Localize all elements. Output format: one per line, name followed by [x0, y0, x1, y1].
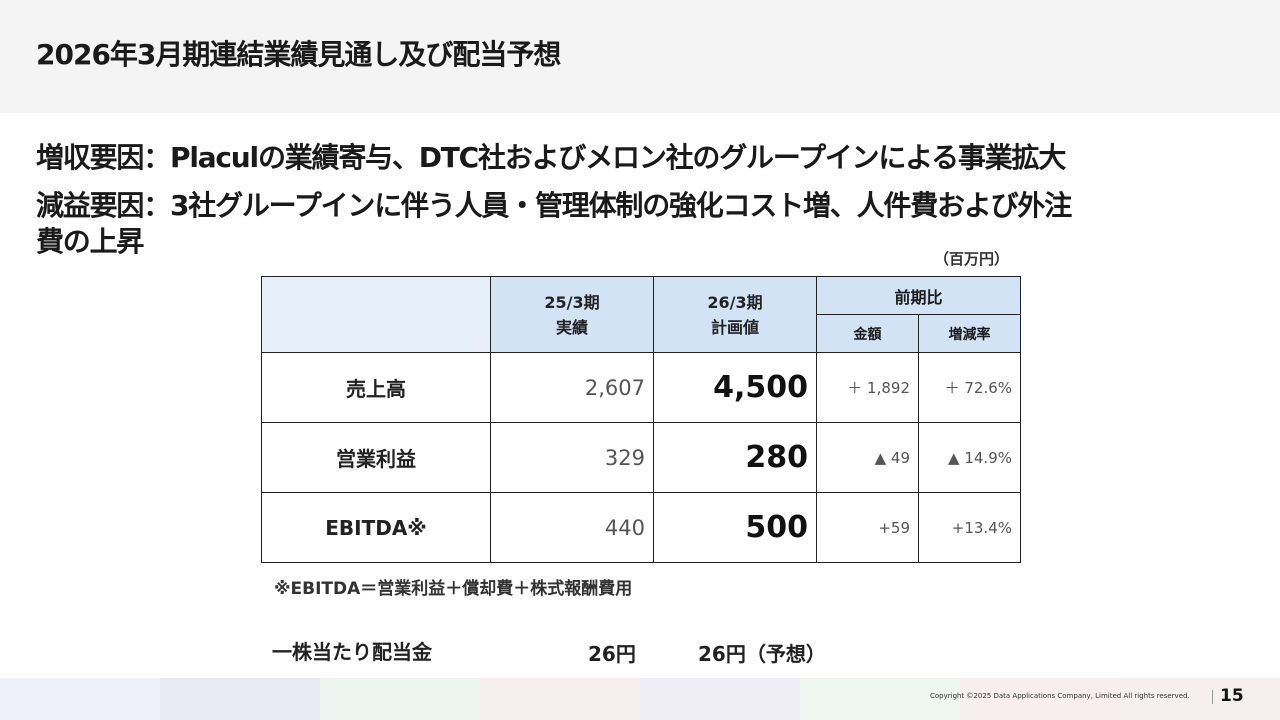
- row-plan-value: 4,500: [653, 352, 817, 423]
- row-amount-change: ▲ 49: [816, 422, 919, 493]
- footer-band-segment: [640, 678, 800, 720]
- footer-band-segment: [800, 678, 960, 720]
- table-corner-cell: [261, 276, 491, 353]
- dividend-label: 一株当たり配当金: [272, 640, 432, 664]
- row-label: 売上高: [261, 352, 491, 423]
- footer-band-segment: [160, 678, 320, 720]
- footer-color-band: [0, 678, 1280, 720]
- footer-band-segment: [960, 678, 1120, 720]
- page-number-divider: [1212, 690, 1213, 704]
- header-prev-year-period: 25/3期: [544, 292, 600, 312]
- footer-band-segment: [1120, 678, 1280, 720]
- header-prev-year-type: 実績: [555, 317, 588, 337]
- table-row: 売上高 2,607 4,500 ＋ 1,892 ＋ 72.6%: [261, 352, 1021, 423]
- unit-label: （百万円）: [934, 250, 1010, 268]
- table-row: 営業利益 329 280 ▲ 49 ▲ 14.9%: [261, 422, 1021, 493]
- row-label: 営業利益: [261, 422, 491, 493]
- header-amount: 金額: [816, 314, 919, 353]
- header-plan-type: 計画値: [710, 317, 759, 337]
- row-amount-change: +59: [816, 492, 919, 563]
- table-row: EBITDA※ 440 500 +59 +13.4%: [261, 492, 1021, 563]
- row-prev-value: 329: [490, 422, 654, 493]
- ebitda-note: ※EBITDA＝営業利益＋償却費＋株式報酬費用: [274, 579, 633, 599]
- dividend-forecast-value: 26円（予想）: [698, 642, 826, 666]
- slide-header: 2026年3月期連結業績見通し及び配当予想: [0, 0, 1280, 113]
- profit-decrease-factor-cont: 費の上昇: [36, 225, 144, 258]
- footer-band-segment: [320, 678, 480, 720]
- profit-decrease-factor: 減益要因：3社グループインに伴う人員・管理体制の強化コスト増、人件費および外注: [36, 189, 1072, 222]
- page-number: 15: [1220, 686, 1244, 706]
- header-rate: 増減率: [918, 314, 1021, 353]
- slide-title: 2026年3月期連結業績見通し及び配当予想: [36, 38, 561, 71]
- row-rate-change: ▲ 14.9%: [918, 422, 1021, 493]
- row-plan-value: 500: [653, 492, 817, 563]
- results-table: 25/3期 実績 26/3期 計画値 前期比 金額 増減率 売上高 2,607 …: [261, 276, 1021, 563]
- header-yoy: 前期比: [816, 276, 1021, 315]
- row-amount-change: ＋ 1,892: [816, 352, 919, 423]
- footer-band-segment: [480, 678, 640, 720]
- footer-band-segment: [0, 678, 160, 720]
- row-rate-change: ＋ 72.6%: [918, 352, 1021, 423]
- copyright-text: Copyright ©2025 Data Applications Compan…: [930, 692, 1190, 700]
- row-rate-change: +13.4%: [918, 492, 1021, 563]
- row-prev-value: 440: [490, 492, 654, 563]
- row-prev-value: 2,607: [490, 352, 654, 423]
- dividend-prev-value: 26円: [588, 642, 636, 666]
- header-plan: 26/3期 計画値: [653, 276, 817, 353]
- header-prev-year: 25/3期 実績: [490, 276, 654, 353]
- header-plan-period: 26/3期: [707, 292, 763, 312]
- row-plan-value: 280: [653, 422, 817, 493]
- row-label: EBITDA※: [261, 492, 491, 563]
- revenue-increase-factor: 増収要因：Placulの業績寄与、DTC社およびメロン社のグループインによる事業…: [36, 141, 1066, 174]
